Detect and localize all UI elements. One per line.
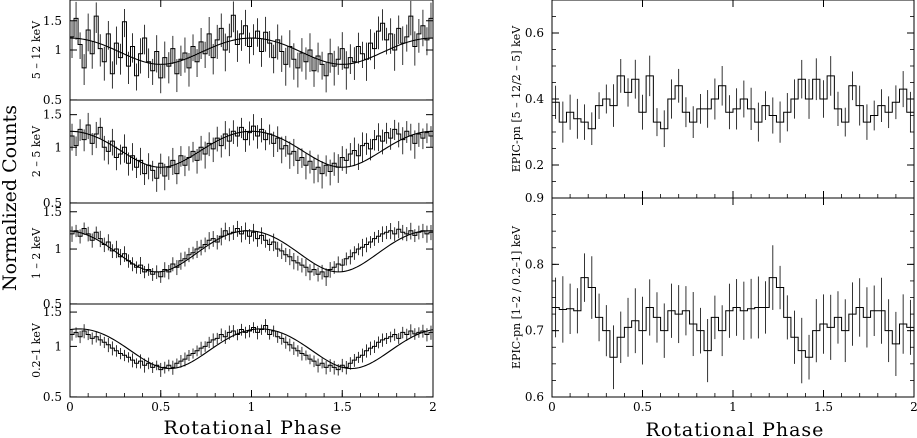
- x-tick-label: 2: [910, 400, 917, 414]
- y-tick-label: 0.5: [43, 390, 62, 404]
- y-tick-label: 0.5: [43, 196, 62, 210]
- left-x-axis-title: Rotational Phase: [164, 417, 343, 438]
- x-tick-label: 0.5: [151, 400, 170, 414]
- histogram-line: [552, 277, 914, 358]
- y-tick-label: 1.5: [43, 108, 62, 122]
- histogram-line: [70, 228, 433, 278]
- right-y-axis-title: EPIC-pn [5 – 12/2 – 5] keV: [510, 25, 523, 172]
- x-tick-label: 1: [248, 400, 256, 414]
- y-tick-label: 0.4: [525, 92, 544, 106]
- y-tick-label: 1.5: [43, 205, 62, 219]
- y-tick-label: 1: [54, 339, 62, 353]
- model-curve: [69, 130, 434, 168]
- band-energy-label: 5 – 12 keV: [30, 20, 43, 79]
- y-tick-label: 0.5: [43, 93, 62, 107]
- y-tick-label: 0.7: [525, 324, 544, 338]
- x-tick-label: 1.5: [333, 400, 352, 414]
- model-curve: [69, 37, 434, 65]
- band-energy-label: 1 – 2 keV: [30, 227, 43, 279]
- model-curve: [69, 328, 434, 370]
- y-tick-label: 0.5: [43, 297, 62, 311]
- x-tick-label: 0.5: [633, 400, 652, 414]
- right-y-axis-title: EPIC-pn [1–2 / 0.2–1] keV: [510, 225, 523, 369]
- left-y-axis-title: Normalized Counts: [0, 105, 21, 291]
- x-tick-label: 2: [429, 400, 437, 414]
- y-tick-label: 1: [54, 43, 62, 57]
- histogram-line: [552, 75, 914, 130]
- band-energy-label: 2 – 5 keV: [30, 125, 43, 177]
- y-tick-label: 1.5: [43, 305, 62, 319]
- y-tick-label: 0.2: [525, 158, 544, 172]
- x-tick-label: 1: [729, 400, 737, 414]
- x-tick-label: 0: [548, 400, 556, 414]
- y-tick-label: 0.9: [525, 191, 544, 205]
- x-tick-label: 0: [66, 400, 74, 414]
- x-tick-label: 1.5: [814, 400, 833, 414]
- y-tick-label: 1.5: [43, 14, 62, 28]
- y-tick-label: 0.6: [525, 26, 544, 40]
- y-tick-label: 1: [54, 242, 62, 256]
- right-x-axis-title: Rotational Phase: [646, 419, 825, 438]
- y-tick-label: 0.8: [525, 257, 544, 271]
- model-curve: [69, 230, 434, 273]
- histogram-line: [70, 14, 433, 79]
- y-tick-label: 0.6: [525, 390, 544, 404]
- band-energy-label: 0.2–1 keV: [30, 322, 43, 378]
- y-tick-label: 1: [54, 140, 62, 154]
